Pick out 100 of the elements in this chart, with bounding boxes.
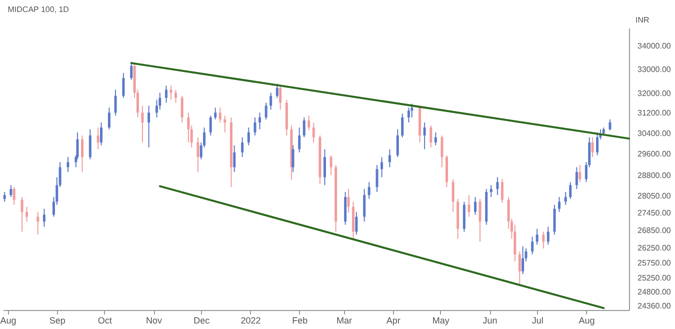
x-tick-label: Oct [98,316,112,326]
candlestick [355,211,358,236]
candlestick [66,156,70,173]
candlestick [148,105,150,148]
candlestick [312,122,315,143]
y-tick-label: 26850.00 [638,226,672,235]
y-tick-label: 28800.00 [638,171,672,180]
candlestick [3,191,6,202]
candlestick [80,134,84,173]
x-tick-label: Dec [194,316,210,326]
candlestick [174,89,177,104]
candlestick [330,154,332,176]
y-tick-label: 25250.00 [638,274,672,283]
candlestick [292,144,294,173]
candlestick [241,136,244,158]
candlestick [218,107,222,123]
candlestick [12,186,16,206]
candlestick [531,236,534,255]
candlestick [130,61,133,80]
candlestick [596,132,599,156]
x-tick-label: May [432,316,450,326]
candlestick [141,105,144,143]
candlestick [407,107,410,123]
candlestick [546,226,550,246]
candlestick [302,116,306,138]
y-tick-label: 25750.00 [638,258,672,268]
candlestick [462,201,466,232]
y-tick-label: 24360.00 [638,302,672,311]
candlestick [26,206,28,222]
candlestick [536,228,538,246]
x-tick-label: 2022 [240,316,261,326]
chart-title: MIDCAP 100, 1D [8,5,70,14]
candlestick [224,115,226,133]
candlestick [496,176,499,196]
candlestick [542,231,545,249]
y-tick-label: 33000.00 [638,64,672,74]
candlestick [279,85,282,110]
x-tick-label: Jul [532,316,544,326]
candlestick [380,156,384,178]
candlestick [88,128,92,160]
x-tick-label: Aug [578,316,595,326]
candlestick [214,107,217,120]
x-tick-label: Feb [292,316,308,326]
candlestick [347,188,350,214]
candlestick [401,113,404,138]
candlestick [264,102,268,120]
y-tick-label: 26250.00 [638,243,672,252]
candlestick [564,191,567,206]
candlestick [164,85,168,104]
candlestick [468,194,470,218]
y-tick-label: 24800.00 [638,288,672,297]
candlestick [254,116,256,136]
candlestick [122,72,125,98]
x-tick-label: Nov [146,316,163,326]
candlestick [96,127,100,150]
y-tick-label: 34000.00 [638,42,672,51]
candlestick [108,107,110,130]
candlestick [558,196,561,212]
candlestick [209,115,212,136]
candlestick [308,115,310,131]
candlestick [608,118,612,131]
candlestick [298,127,301,153]
candlestick [518,250,521,287]
candlestick [114,89,117,116]
candlestick [591,136,594,158]
candlestick [20,196,24,232]
y-tick-label: 29600.00 [638,150,672,159]
candlestick [553,204,556,236]
candlestick [452,178,454,212]
candlestick [474,196,477,216]
candlestick [258,112,261,130]
x-tick-label: Jun [482,316,498,326]
candlestick [423,122,426,150]
candlestick [440,134,444,168]
candlestick [363,188,366,222]
candlestick [575,166,578,190]
candlestick [578,164,582,183]
candlestick [10,184,12,198]
candlestick [368,182,370,200]
candlestick [522,246,524,275]
y-axis-title: INR [636,16,650,24]
candlestick [42,208,46,228]
candlestick [490,184,492,198]
candlestick [196,136,200,173]
y-tick-label: 31200.00 [638,108,672,118]
candlestick [180,95,184,123]
candlestick [500,178,504,204]
y-tick-label: 27450.00 [638,208,672,218]
candlestick [388,148,391,168]
candlestick [478,198,482,242]
y-tick-label: 28050.00 [638,192,672,201]
x-tick-label: Aug [0,316,16,326]
y-tick-label: 30400.00 [638,128,672,138]
candlestick [100,122,103,146]
candlestick [434,132,437,146]
candlestick [276,83,278,98]
candlestick [233,144,236,173]
y-tick-label: 32000.00 [638,88,672,98]
x-tick-label: Mar [336,316,352,326]
candlestick [270,92,272,110]
